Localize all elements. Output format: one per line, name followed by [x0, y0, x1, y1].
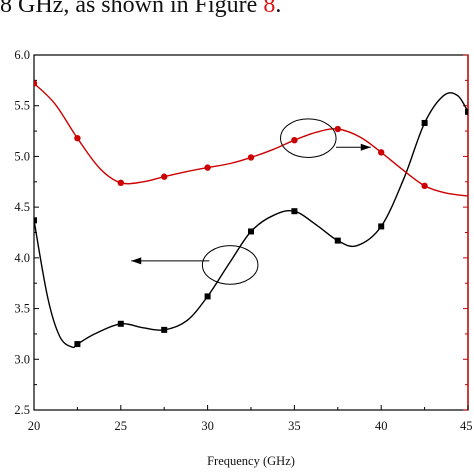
y-tick-label: 2.5 — [14, 403, 30, 417]
y-tick-label: 3.0 — [14, 352, 30, 366]
caption-text: 8 GHz, as shown in Figure 8. — [0, 0, 474, 38]
series-layer — [34, 80, 468, 349]
y-tick-label: 5.0 — [14, 149, 30, 163]
annotation-arrow-head — [360, 143, 371, 151]
x-tick-label: 30 — [201, 419, 214, 433]
x-tick-label: 40 — [375, 419, 388, 433]
x-tick-label: 45 — [460, 419, 473, 433]
caption-suffix: . — [275, 0, 282, 18]
x-axis: 20 25 30 35 40 45 — [28, 405, 473, 433]
y-tick-label: 5.5 — [14, 99, 30, 113]
black-series-point — [34, 217, 37, 224]
annotation-arrow-head — [131, 257, 142, 265]
black-series-point — [465, 108, 468, 115]
left-axis: 2.5 3.0 3.5 4.0 4.5 5.0 5.5 6.0 — [14, 48, 39, 417]
annotation-ellipse — [280, 118, 337, 158]
black-series-point — [248, 228, 254, 235]
red-series-point — [378, 149, 385, 156]
red-series-point — [117, 179, 125, 186]
red-series-point — [34, 80, 38, 87]
figure-reference-link[interactable]: 8 — [263, 0, 276, 18]
red-series-point — [291, 137, 298, 144]
red-series-point — [247, 154, 255, 161]
black-series-point — [378, 223, 385, 230]
red-series-point — [421, 182, 428, 190]
black-series-point — [74, 341, 81, 348]
y-tick-label: 6.0 — [14, 48, 30, 62]
x-tick-label: 25 — [115, 419, 128, 433]
black-series-line — [34, 92, 468, 349]
y-tick-label: 4.0 — [14, 251, 30, 265]
red-series-point — [161, 173, 168, 180]
black-series-point — [291, 208, 298, 215]
black-series-point — [161, 326, 168, 333]
x-tick-label: 35 — [288, 419, 301, 433]
annotation-layer — [131, 118, 371, 285]
x-axis-title: Frequency (GHz) — [207, 454, 295, 468]
black-series-point — [117, 320, 124, 327]
black-series-point — [334, 237, 341, 244]
black-series-point — [204, 293, 211, 300]
red-series-point — [204, 164, 211, 171]
black-series-point — [421, 119, 428, 126]
y-tick-label: 4.5 — [14, 200, 30, 214]
y-tick-label: 3.5 — [14, 302, 30, 316]
red-series-point — [334, 125, 341, 133]
x-tick-label: 20 — [28, 419, 41, 433]
red-series-point — [74, 134, 81, 142]
annotation-ellipse — [201, 245, 259, 285]
caption-prefix: 8 GHz, as shown in Figure — [0, 0, 264, 18]
